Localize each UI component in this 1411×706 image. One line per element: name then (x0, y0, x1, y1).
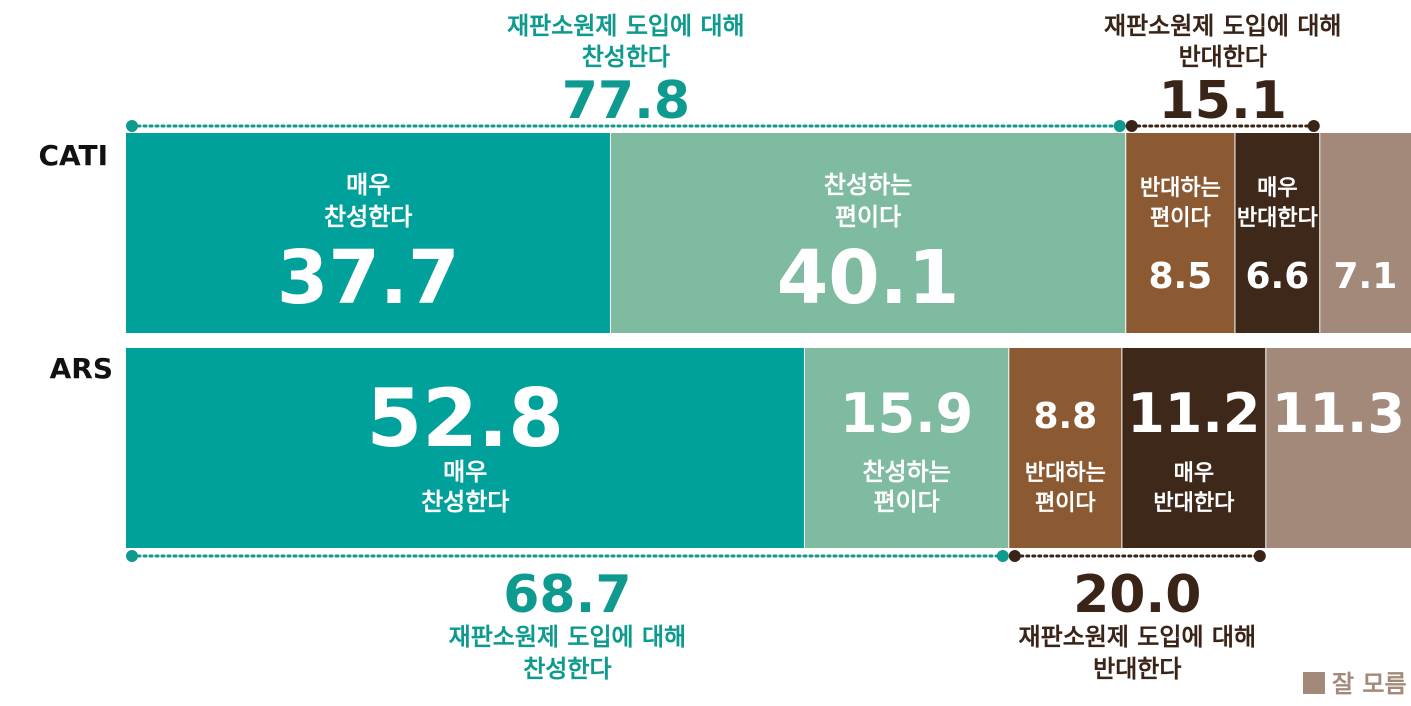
value-label: 7.1 (1333, 256, 1397, 297)
series-label: 매우 (1257, 176, 1297, 201)
bar-segment (126, 348, 805, 548)
series-label: 편이다 (1150, 206, 1211, 231)
bar-row-ars (126, 348, 1411, 548)
summary-value: 68.7 (503, 565, 631, 625)
category-label: ARS (50, 352, 113, 385)
bar-segment (610, 133, 1126, 333)
bar-segment (1125, 133, 1235, 333)
summary-value: 20.0 (1073, 565, 1201, 625)
series-label: 반대하는 (1140, 176, 1221, 201)
bar-segment (1121, 348, 1266, 548)
summary-bracket-end (1008, 550, 1021, 562)
row-gap (126, 333, 1411, 348)
bar-row-cati (126, 133, 1411, 333)
value-label: 15.9 (840, 382, 973, 445)
legend-swatch (1303, 672, 1325, 694)
summary-bracket-end (1307, 120, 1320, 132)
series-label: 찬성한다 (421, 488, 509, 516)
value-label: 6.6 (1245, 256, 1309, 297)
summary-title: 찬성한다 (523, 655, 611, 683)
summary-value: 77.8 (562, 71, 690, 131)
series-label: 반대한다 (1153, 491, 1235, 516)
value-label: 8.5 (1148, 256, 1212, 297)
bar-segment (1265, 348, 1411, 548)
value-label: 11.3 (1272, 382, 1405, 445)
bar-segment (126, 133, 611, 333)
value-label: 40.1 (777, 235, 960, 321)
summary-bracket-end (1253, 550, 1266, 562)
summary-cati-agree (126, 120, 1126, 132)
bar-segment (1319, 133, 1411, 333)
category-label: CATI (38, 139, 108, 172)
bar-segment (804, 348, 1009, 548)
summary-bracket-end (996, 550, 1009, 562)
bar-segment (1234, 133, 1320, 333)
summary-title: 반대한다 (1179, 43, 1267, 71)
series-label: 편이다 (835, 203, 901, 231)
summary-bracket-end (1113, 120, 1126, 132)
series-label: 매우 (443, 458, 487, 486)
summary-bracket-end (126, 120, 138, 132)
summary-bracket-end (126, 550, 138, 562)
summary-title: 찬성한다 (582, 43, 670, 71)
bar-segment (1008, 348, 1122, 548)
summary-bracket-end (1125, 120, 1138, 132)
value-label: 8.8 (1033, 396, 1097, 437)
series-label: 찬성하는 (824, 171, 912, 199)
series-label: 매우 (346, 171, 390, 199)
value-label: 37.7 (277, 235, 460, 321)
series-label: 반대하는 (1025, 461, 1106, 486)
summary-ars-agree (126, 550, 1009, 562)
series-label: 매우 (1174, 461, 1214, 486)
summary-title: 재판소원제 도입에 대해 (1104, 12, 1342, 40)
series-label: 반대한다 (1237, 206, 1319, 231)
series-label: 편이다 (1035, 491, 1096, 516)
summary-value: 15.1 (1159, 71, 1287, 131)
value-label: 11.2 (1127, 382, 1260, 445)
series-label: 찬성한다 (324, 203, 412, 231)
series-label: 편이다 (874, 488, 940, 516)
summary-title: 반대한다 (1093, 655, 1181, 683)
summary-title: 재판소원제 도입에 대해 (1019, 623, 1257, 651)
legend (1303, 672, 1325, 694)
legend-label: 잘 모름 (1332, 670, 1407, 698)
series-label: 찬성하는 (862, 458, 950, 486)
value-label: 52.8 (367, 372, 564, 465)
summary-title: 재판소원제 도입에 대해 (507, 12, 745, 40)
summary-ars-disagree (1008, 550, 1266, 562)
summary-title: 재판소원제 도입에 대해 (449, 623, 687, 651)
summary-cati-disagree (1125, 120, 1320, 132)
